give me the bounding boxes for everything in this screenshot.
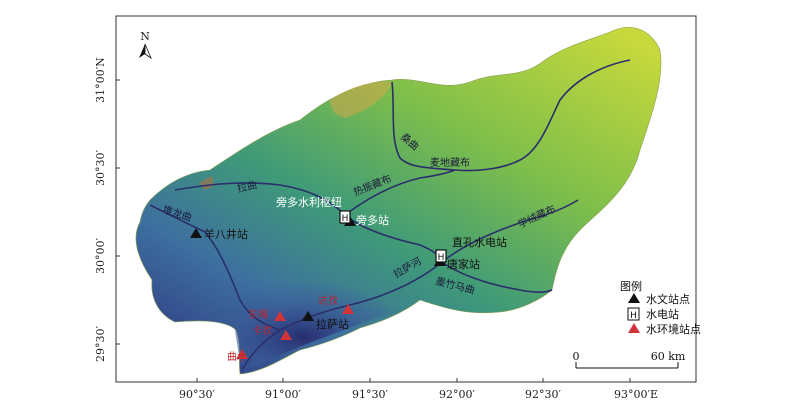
north-label: N xyxy=(140,30,150,43)
triangle-black-icon xyxy=(628,293,640,303)
hydropower-pangduo: H 旁多水利枢纽 旁多站 xyxy=(276,195,389,227)
station-label: 曲水 xyxy=(227,351,247,363)
station-label: 羊八井站 xyxy=(204,227,248,241)
h-icon: H xyxy=(342,214,349,224)
y-tick-label: 30°00′ xyxy=(94,238,107,274)
river-mozhu xyxy=(441,261,553,294)
river-duilong xyxy=(149,204,281,331)
hydropower-icon xyxy=(627,307,640,321)
station-label: 旁多站 xyxy=(356,213,389,227)
river-lhasa-upper xyxy=(174,182,346,216)
scale-end: 60 km xyxy=(651,350,686,363)
triangle-red-icon xyxy=(628,323,640,333)
ridge-highlight xyxy=(330,81,392,118)
station-label: 达孜 xyxy=(318,294,338,307)
station-label: 旁多水利枢纽 xyxy=(276,195,342,209)
legend-label: 水文站点 xyxy=(646,292,690,306)
x-tick-label: 93°00′E xyxy=(614,388,658,401)
valley-shading xyxy=(230,243,474,369)
legend: 图例 水文站点 H 水电站 水环境站点 xyxy=(620,279,701,336)
y-tick-label: 29°30′ xyxy=(94,326,107,362)
y-tick-label: 30°30′ xyxy=(94,150,107,186)
river-maidi xyxy=(454,59,631,172)
x-tick-label: 91°30′ xyxy=(352,388,388,401)
hydro-station-lhasa: 拉萨站 xyxy=(302,311,349,331)
x-tick-label: 90°30′ xyxy=(179,388,215,401)
station-label: 东嘎 xyxy=(248,308,268,321)
env-station-dongga: 东嘎 xyxy=(248,308,286,321)
env-station-qushui: 曲水 xyxy=(227,349,248,363)
scale-zero: 0 xyxy=(573,350,580,363)
river-sang-qu xyxy=(391,81,456,171)
hydro-station-yangbajing: 羊八井站 xyxy=(190,227,248,241)
station-label: 卡孜 xyxy=(252,324,272,337)
station-label: 直孔水电站 xyxy=(452,235,507,249)
y-axis-ticks xyxy=(116,79,120,345)
x-tick-label: 92°30′ xyxy=(525,388,561,401)
north-arrow-icon: N xyxy=(139,30,152,60)
legend-title: 图例 xyxy=(620,279,642,293)
legend-label: 水环境站点 xyxy=(646,322,701,336)
h-icon: H xyxy=(630,311,637,321)
scale-bar: 0 60 km xyxy=(573,350,686,369)
x-tick-label: 91°00′ xyxy=(265,388,301,401)
x-axis-ticks xyxy=(196,378,631,382)
river-label-maidi: 麦地藏布 xyxy=(430,156,470,169)
station-label: 唐家站 xyxy=(447,257,480,271)
river-label-lhasa-he: 拉曲 xyxy=(236,178,258,195)
river-network xyxy=(149,59,631,371)
env-station-dazi: 达孜 xyxy=(318,294,354,314)
x-tick-label: 92°00′ xyxy=(439,388,475,401)
h-icon: H xyxy=(438,253,445,263)
river-xuerong xyxy=(441,199,579,263)
station-label: 拉萨站 xyxy=(316,317,349,331)
river-rezhen xyxy=(344,169,456,216)
env-station-kazang: 卡孜 xyxy=(252,324,292,340)
river-lhasa-lower xyxy=(241,261,443,371)
y-tick-label: 31°00′N xyxy=(94,57,107,103)
hydropower-zhikong: H 直孔水电站 xyxy=(435,235,507,263)
legend-label: 水电站 xyxy=(646,307,679,321)
